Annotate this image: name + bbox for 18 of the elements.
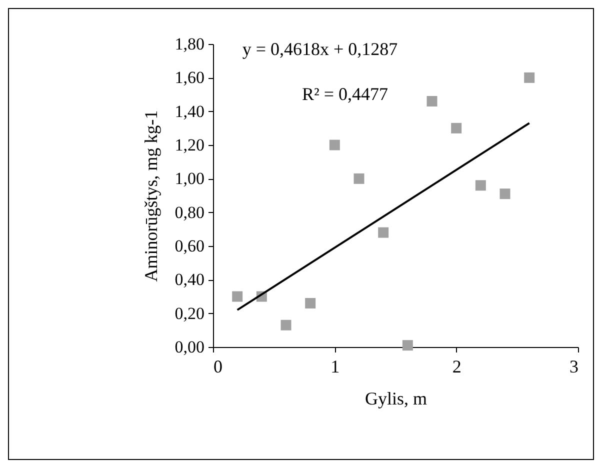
x-tick-label: 3 bbox=[570, 356, 578, 376]
y-tick-label: 0,40 bbox=[174, 270, 204, 290]
x-axis-title: Gylis, m bbox=[364, 388, 428, 408]
y-axis-title: Aminorūgštys, mg kg-1 bbox=[140, 110, 161, 282]
y-tick-label: 1,80 bbox=[174, 34, 204, 54]
annotation: R² = 0,4477 bbox=[302, 84, 388, 104]
y-tick-label: 1,00 bbox=[174, 169, 204, 188]
annotation: y = 0,4618x + 0,1287 bbox=[242, 39, 398, 59]
y-tick-label: 0,00 bbox=[174, 338, 204, 356]
x-tick-label: 0 bbox=[214, 356, 222, 376]
y-tick-label: 0,60 bbox=[174, 236, 204, 256]
x-tick-label: 1 bbox=[330, 356, 340, 376]
y-tick-label: 0,20 bbox=[174, 304, 204, 323]
y-tick-label: 1,20 bbox=[174, 136, 204, 154]
y-tick-label: 0,80 bbox=[174, 202, 204, 222]
x-tick-label: 2 bbox=[452, 356, 462, 376]
y-tick-label: 1,40 bbox=[174, 102, 204, 121]
y-tick-label: 1,60 bbox=[174, 68, 204, 88]
